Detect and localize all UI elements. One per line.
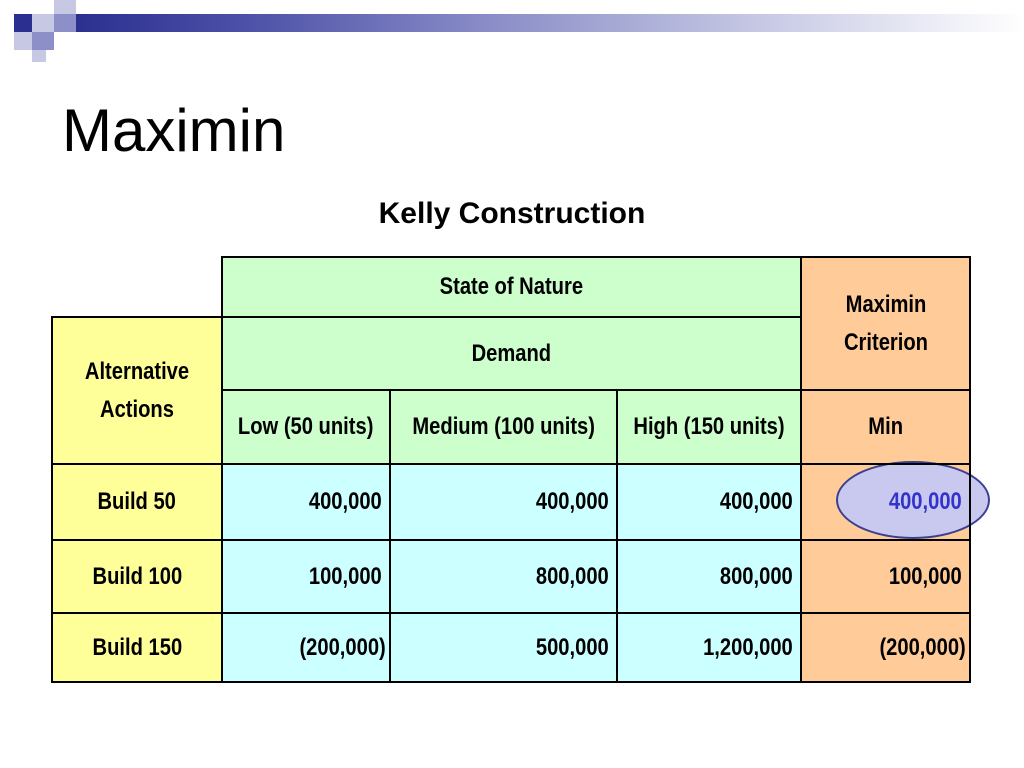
column-header-low: Low (50 units)	[238, 413, 374, 440]
maximin-highlight-ellipse	[836, 461, 990, 539]
min-cell-maximin: 400,000	[889, 488, 962, 515]
corner-square-1	[14, 14, 32, 32]
corner-square-2	[32, 14, 54, 32]
corner-square-6	[32, 32, 54, 50]
corner-square-5	[14, 32, 32, 50]
column-header-min: Min	[868, 413, 903, 440]
payoff-cell-medium: 800,000	[536, 562, 609, 590]
grid-line	[51, 316, 53, 683]
grid-line	[52, 463, 970, 465]
grid-line	[389, 389, 391, 683]
payoff-cell-high: 1,200,000	[703, 633, 793, 661]
corner-square-7	[32, 50, 46, 62]
criterion-header: Maximin Criterion	[843, 290, 928, 356]
grid-line	[221, 256, 223, 683]
criterion-header-bg	[801, 257, 970, 464]
column-header-high: High (150 units)	[633, 413, 785, 440]
table-caption: Kelly Construction	[378, 197, 646, 230]
actions-column-bg	[52, 464, 222, 682]
payoff-cell-low: 400,000	[309, 488, 382, 515]
corner-square-4	[54, 14, 76, 32]
payoff-cell-high: 400,000	[720, 488, 793, 515]
state-header-bg	[222, 257, 801, 464]
grid-line	[52, 681, 970, 683]
row-action-label: Build 150	[92, 633, 182, 661]
grid-line	[616, 389, 618, 683]
slide-title: Maximin	[62, 97, 286, 164]
grid-line	[222, 256, 970, 258]
payoff-cell-medium: 500,000	[536, 633, 609, 661]
min-cell: (200,000)	[879, 633, 966, 661]
payoff-cell-medium: 400,000	[536, 488, 609, 515]
grid-line	[52, 612, 970, 614]
min-cell: 100,000	[889, 562, 962, 590]
state-of-nature-header: State of Nature	[439, 273, 584, 300]
row-action-label: Build 50	[97, 488, 177, 515]
demand-header: Demand	[471, 339, 552, 367]
alternatives-header-bg	[52, 317, 222, 464]
payoff-cell-low: (200,000)	[299, 633, 386, 661]
row-action-label: Build 100	[92, 562, 182, 590]
column-header-medium: Medium (100 units)	[412, 413, 595, 440]
header-gradient-bar	[76, 14, 1024, 32]
grid-line	[52, 539, 970, 541]
payoff-cell-low: 100,000	[309, 562, 382, 590]
alternative-actions-header: Alternative Actions	[84, 357, 190, 423]
grid-line	[800, 256, 802, 683]
grid-line	[969, 256, 971, 683]
payoff-cell-high: 800,000	[720, 562, 793, 590]
corner-square-3	[54, 0, 76, 14]
grid-line	[52, 316, 801, 318]
grid-line	[222, 389, 970, 391]
payoff-body-bg	[222, 464, 801, 682]
